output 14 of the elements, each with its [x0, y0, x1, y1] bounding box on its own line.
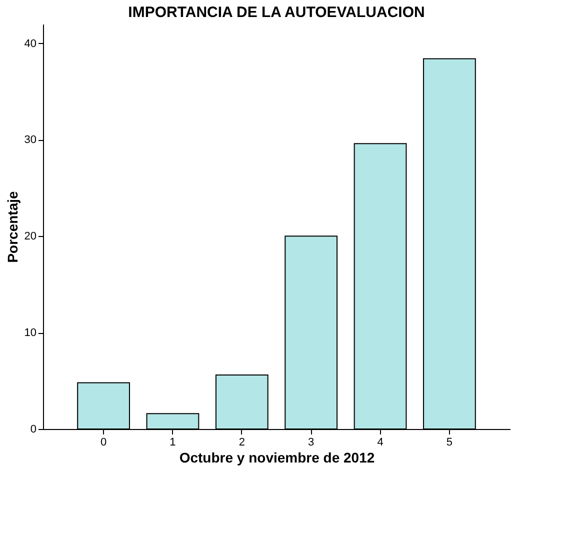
chart-title: IMPORTANCIA DE LA AUTOEVALUACION: [128, 4, 425, 21]
x-axis-title: Octubre y noviembre de 2012: [179, 450, 375, 466]
x-tick-label: 2: [238, 436, 245, 448]
y-tick-label: 30: [24, 134, 36, 146]
x-tick-label: 0: [100, 436, 107, 448]
y-tick-label: 20: [24, 230, 36, 243]
y-tick-label: 0: [30, 424, 36, 436]
x-tick-label: 1: [170, 436, 176, 448]
y-tick-label: 10: [24, 327, 36, 340]
y-axis-title: Porcentaje: [4, 190, 20, 263]
x-tick-label: 5: [446, 436, 453, 448]
x-tick-label: 3: [308, 436, 314, 448]
y-tick-label: 40: [24, 38, 36, 50]
x-tick-label: 4: [377, 436, 384, 448]
